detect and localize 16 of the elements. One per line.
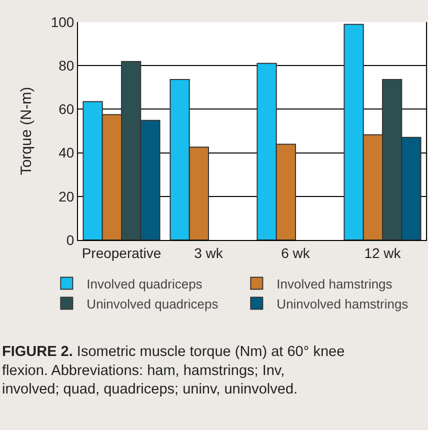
y-tick-label: 80	[58, 58, 74, 74]
legend-label: Uninvolved hamstrings	[276, 296, 409, 312]
legend-label: Uninvolved quadriceps	[86, 296, 219, 312]
x-tick-label: 12 wk	[364, 244, 402, 261]
x-tick-label: 6 wk	[281, 244, 311, 261]
y-tick-label: 0	[66, 232, 74, 248]
legend-label: Involved hamstrings	[276, 276, 393, 292]
y-tick-label: 20	[58, 188, 74, 204]
y-tick-label: 40	[58, 144, 74, 161]
caption: FIGURE 2.	[2, 344, 73, 360]
x-tick-label: Preoperative	[82, 244, 162, 261]
legend-label: Involved quadriceps	[86, 276, 203, 292]
y-tick-label: 60	[58, 101, 74, 118]
x-tick-label: 3 wk	[194, 244, 224, 261]
y-axis-title: Torque (N-m)	[18, 86, 36, 176]
y-tick-label: 100	[50, 14, 74, 30]
